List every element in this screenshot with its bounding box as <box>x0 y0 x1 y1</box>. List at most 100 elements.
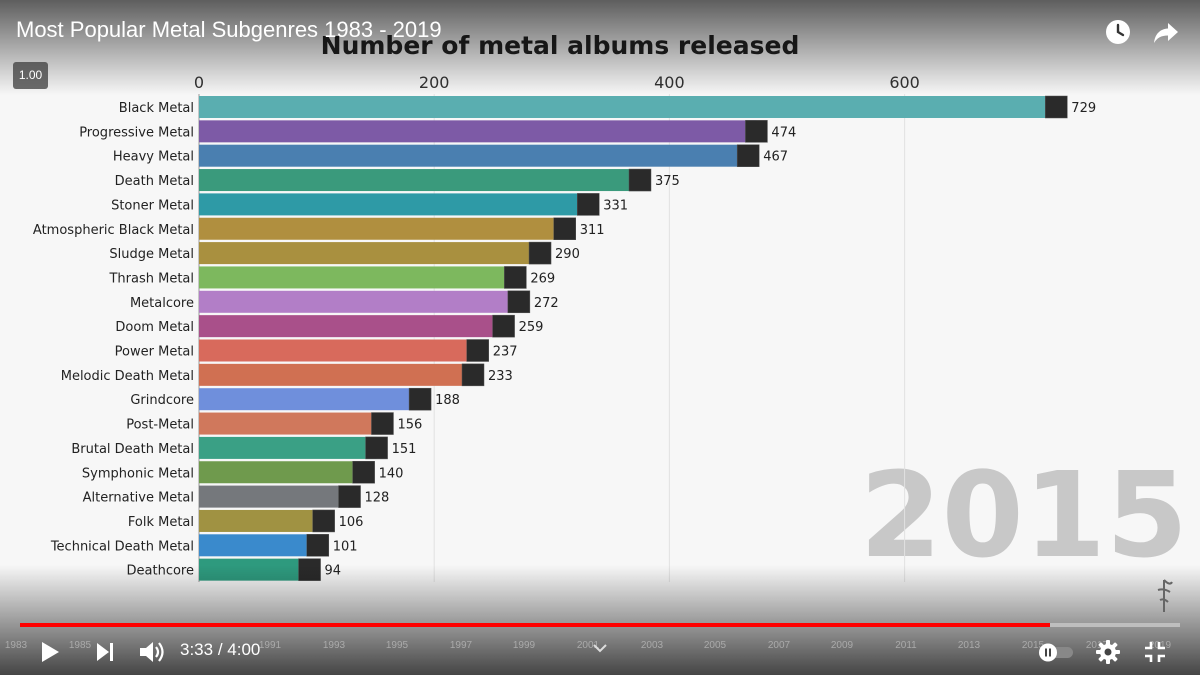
value-label: 729 <box>1071 101 1096 116</box>
bar <box>199 485 350 508</box>
autoplay-toggle[interactable] <box>1037 641 1075 663</box>
bar <box>199 242 541 265</box>
playback-speed-badge: 1.00 <box>13 62 48 89</box>
value-label: 272 <box>534 296 559 311</box>
album-cover-thumbnail <box>352 461 375 484</box>
channel-logo-icon <box>1157 579 1173 612</box>
album-cover-thumbnail <box>312 509 335 533</box>
album-cover-thumbnail <box>306 534 330 557</box>
timeline-year-label: 2005 <box>703 640 727 651</box>
category-label: Sludge Metal <box>109 247 194 262</box>
bar <box>199 193 589 216</box>
album-cover-thumbnail <box>628 168 652 192</box>
value-label: 269 <box>530 271 555 286</box>
value-label: 311 <box>580 223 605 238</box>
year-watermark: 2015 <box>860 446 1188 584</box>
bar <box>199 388 421 411</box>
album-cover-thumbnail <box>528 241 552 265</box>
timeline-year-label: 1993 <box>322 640 346 651</box>
bar <box>199 315 504 338</box>
category-label: Thrash Metal <box>108 271 194 286</box>
progress-bar[interactable] <box>20 623 1180 627</box>
album-cover-thumbnail <box>736 144 760 167</box>
category-label: Grindcore <box>130 393 194 408</box>
album-cover-thumbnail <box>1045 95 1068 119</box>
bar <box>199 120 757 143</box>
timeline-year-label: 1983 <box>4 640 28 651</box>
album-cover-thumbnail <box>504 266 527 289</box>
progress-played <box>20 623 1051 627</box>
category-label: Progressive Metal <box>79 125 194 140</box>
album-cover-thumbnail <box>365 436 388 460</box>
timeline-year-label: 2013 <box>957 640 981 651</box>
value-label: 331 <box>603 198 628 213</box>
value-label: 156 <box>397 418 422 433</box>
timeline-year-label: 1999 <box>512 640 536 651</box>
bar <box>199 412 383 435</box>
album-cover-thumbnail <box>371 412 394 435</box>
category-label: Power Metal <box>115 345 194 360</box>
value-label: 140 <box>379 466 404 481</box>
timeline-year-label: 1997 <box>449 640 473 651</box>
chevron-down-icon[interactable] <box>591 641 609 655</box>
album-cover-thumbnail <box>408 387 432 411</box>
category-label: Death Metal <box>115 174 194 189</box>
settings-gear-icon[interactable] <box>1095 639 1121 665</box>
value-label: 188 <box>435 393 460 408</box>
album-cover-thumbnail <box>466 339 489 362</box>
category-label: Stoner Metal <box>111 198 194 213</box>
time-separator: / <box>213 640 228 659</box>
category-label: Metalcore <box>130 296 194 311</box>
exit-fullscreen-icon[interactable] <box>1143 640 1167 664</box>
timeline-year-label: 1991 <box>258 640 282 651</box>
bottom-gradient <box>0 565 1200 675</box>
bar <box>199 217 565 240</box>
value-label: 101 <box>333 539 358 554</box>
volume-icon[interactable] <box>138 639 166 665</box>
value-label: 375 <box>655 174 680 189</box>
bar <box>199 169 640 192</box>
category-label: Alternative Metal <box>83 491 194 506</box>
album-cover-thumbnail <box>507 290 531 314</box>
category-label: Black Metal <box>119 101 194 116</box>
album-cover-thumbnail <box>338 485 361 508</box>
bar <box>199 436 377 459</box>
value-label: 259 <box>519 320 544 335</box>
watch-later-clock-icon[interactable] <box>1104 18 1132 46</box>
play-icon[interactable] <box>38 640 62 664</box>
timeline-year-label: 2009 <box>830 640 854 651</box>
category-label: Technical Death Metal <box>50 539 194 554</box>
duration: 4:00 <box>227 640 261 659</box>
value-label: 128 <box>365 491 390 506</box>
video-title[interactable]: Most Popular Metal Subgenres 1983 - 2019 <box>16 17 442 42</box>
timeline-year-label: 1985 <box>68 640 92 651</box>
time-display: 3:33 / 4:00 <box>180 640 260 660</box>
bar <box>199 266 516 289</box>
bar <box>199 144 749 167</box>
bar <box>199 534 318 557</box>
bar <box>199 509 324 532</box>
category-label: Brutal Death Metal <box>71 442 194 457</box>
timeline-year-label: 2017 <box>1085 640 1109 651</box>
category-label: Atmospheric Black Metal <box>33 223 194 238</box>
category-label: Doom Metal <box>115 320 194 335</box>
share-arrow-icon[interactable] <box>1152 18 1180 46</box>
album-cover-thumbnail <box>461 363 485 387</box>
album-cover-thumbnail <box>577 193 600 216</box>
value-label: 467 <box>763 150 788 165</box>
value-label: 233 <box>488 369 513 384</box>
value-label: 474 <box>771 125 796 140</box>
timeline-year-label: 2007 <box>767 640 791 651</box>
value-label: 290 <box>555 247 580 262</box>
album-cover-thumbnail <box>745 120 768 143</box>
category-label: Symphonic Metal <box>82 466 194 481</box>
album-cover-thumbnail <box>553 217 576 240</box>
timeline-year-label: 2011 <box>895 640 917 651</box>
top-gradient <box>0 0 1200 95</box>
value-label: 106 <box>339 515 364 530</box>
next-icon[interactable] <box>94 641 116 663</box>
timeline-year-label: 2003 <box>640 640 664 651</box>
timeline-year-label: 2001 <box>576 640 600 651</box>
